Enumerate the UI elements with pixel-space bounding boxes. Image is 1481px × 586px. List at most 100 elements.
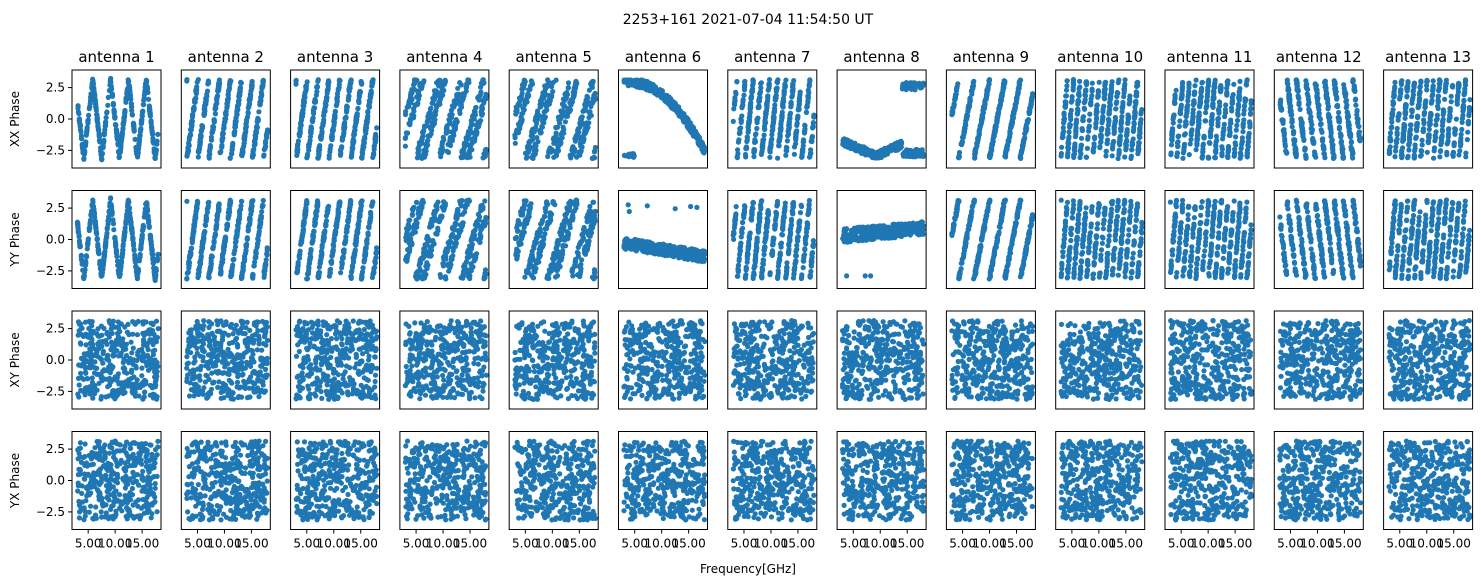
data-point bbox=[460, 92, 466, 98]
data-point bbox=[1083, 79, 1089, 86]
data-point bbox=[341, 130, 347, 136]
data-point bbox=[575, 127, 581, 133]
data-point bbox=[238, 79, 244, 85]
data-point bbox=[553, 153, 560, 159]
data-point bbox=[416, 147, 422, 153]
data-point bbox=[1193, 77, 1199, 83]
data-point bbox=[1061, 112, 1067, 118]
data-point bbox=[458, 102, 464, 108]
data-point bbox=[1316, 107, 1322, 113]
data-point bbox=[786, 123, 792, 129]
panel-r1-c10 bbox=[1055, 69, 1146, 169]
data-point bbox=[1197, 104, 1203, 110]
data-point bbox=[1341, 82, 1347, 88]
data-point bbox=[1204, 94, 1210, 100]
data-point bbox=[196, 147, 202, 153]
data-point bbox=[789, 88, 795, 94]
panel-r1-c4 bbox=[399, 69, 490, 169]
data-point bbox=[1284, 150, 1290, 156]
points-r1-c1 bbox=[75, 75, 161, 163]
data-point bbox=[260, 84, 266, 90]
data-point bbox=[1318, 122, 1324, 128]
data-point bbox=[1121, 87, 1127, 93]
data-point bbox=[1028, 101, 1034, 107]
data-point bbox=[1448, 99, 1454, 105]
data-point bbox=[242, 125, 249, 131]
data-point bbox=[1135, 148, 1142, 154]
column-title-13: antenna 13 bbox=[1385, 48, 1471, 66]
data-point bbox=[1408, 122, 1414, 128]
panel-r1-c1: −2.50.02.5 bbox=[36, 69, 162, 169]
data-point bbox=[1105, 126, 1111, 132]
data-point bbox=[351, 131, 358, 137]
data-point bbox=[1231, 81, 1237, 87]
data-point bbox=[1176, 123, 1182, 129]
data-point bbox=[321, 113, 327, 119]
data-point bbox=[1243, 82, 1250, 88]
data-point bbox=[1131, 127, 1137, 133]
data-point bbox=[977, 123, 983, 129]
data-point bbox=[903, 81, 909, 87]
data-point bbox=[1064, 78, 1070, 84]
data-point bbox=[468, 142, 474, 148]
data-point bbox=[1295, 88, 1301, 94]
data-point bbox=[129, 112, 135, 118]
data-point bbox=[1351, 85, 1357, 91]
panel-frame bbox=[180, 69, 271, 169]
data-point bbox=[229, 151, 235, 157]
data-point bbox=[92, 94, 98, 100]
data-point bbox=[107, 78, 113, 84]
data-point bbox=[1356, 129, 1362, 135]
data-point bbox=[86, 112, 92, 118]
data-point bbox=[1093, 111, 1099, 117]
data-point bbox=[1205, 155, 1212, 161]
data-point bbox=[737, 126, 743, 132]
data-point bbox=[756, 98, 763, 104]
data-point bbox=[412, 79, 418, 85]
data-point bbox=[219, 144, 225, 150]
data-point bbox=[314, 89, 320, 95]
data-point bbox=[319, 130, 325, 136]
data-point bbox=[1203, 105, 1209, 111]
data-point bbox=[202, 99, 208, 105]
data-point bbox=[1211, 94, 1217, 100]
data-point bbox=[911, 83, 917, 89]
data-point bbox=[763, 109, 769, 115]
data-point bbox=[562, 119, 569, 125]
data-point bbox=[139, 112, 145, 118]
data-point bbox=[872, 155, 878, 161]
data-point bbox=[802, 122, 808, 128]
data-point bbox=[1216, 110, 1222, 116]
data-point bbox=[962, 122, 969, 128]
data-point bbox=[1108, 93, 1114, 100]
data-point bbox=[119, 135, 125, 142]
data-point bbox=[1128, 153, 1134, 159]
data-point bbox=[1313, 154, 1319, 160]
data-point bbox=[1235, 110, 1241, 116]
data-point bbox=[1352, 97, 1358, 103]
data-point bbox=[215, 88, 221, 94]
data-point bbox=[1134, 83, 1140, 89]
points-r1-c4 bbox=[402, 77, 489, 161]
data-point bbox=[995, 114, 1001, 120]
data-point bbox=[777, 126, 784, 132]
data-point bbox=[1202, 118, 1208, 124]
data-point bbox=[1174, 153, 1180, 159]
data-point bbox=[1059, 144, 1065, 150]
data-point bbox=[582, 130, 589, 136]
data-point bbox=[523, 155, 530, 161]
data-point bbox=[1234, 117, 1241, 124]
data-point bbox=[572, 89, 578, 95]
data-point bbox=[1169, 134, 1175, 141]
data-point bbox=[411, 108, 417, 114]
data-point bbox=[104, 109, 110, 115]
data-point bbox=[254, 124, 260, 130]
data-point bbox=[1331, 152, 1337, 158]
data-point bbox=[212, 111, 218, 117]
data-point bbox=[565, 80, 572, 86]
data-point bbox=[862, 147, 869, 153]
data-point bbox=[1081, 105, 1087, 111]
points-r1-c10 bbox=[1058, 77, 1145, 162]
data-point bbox=[1136, 140, 1142, 146]
data-point bbox=[621, 77, 627, 83]
